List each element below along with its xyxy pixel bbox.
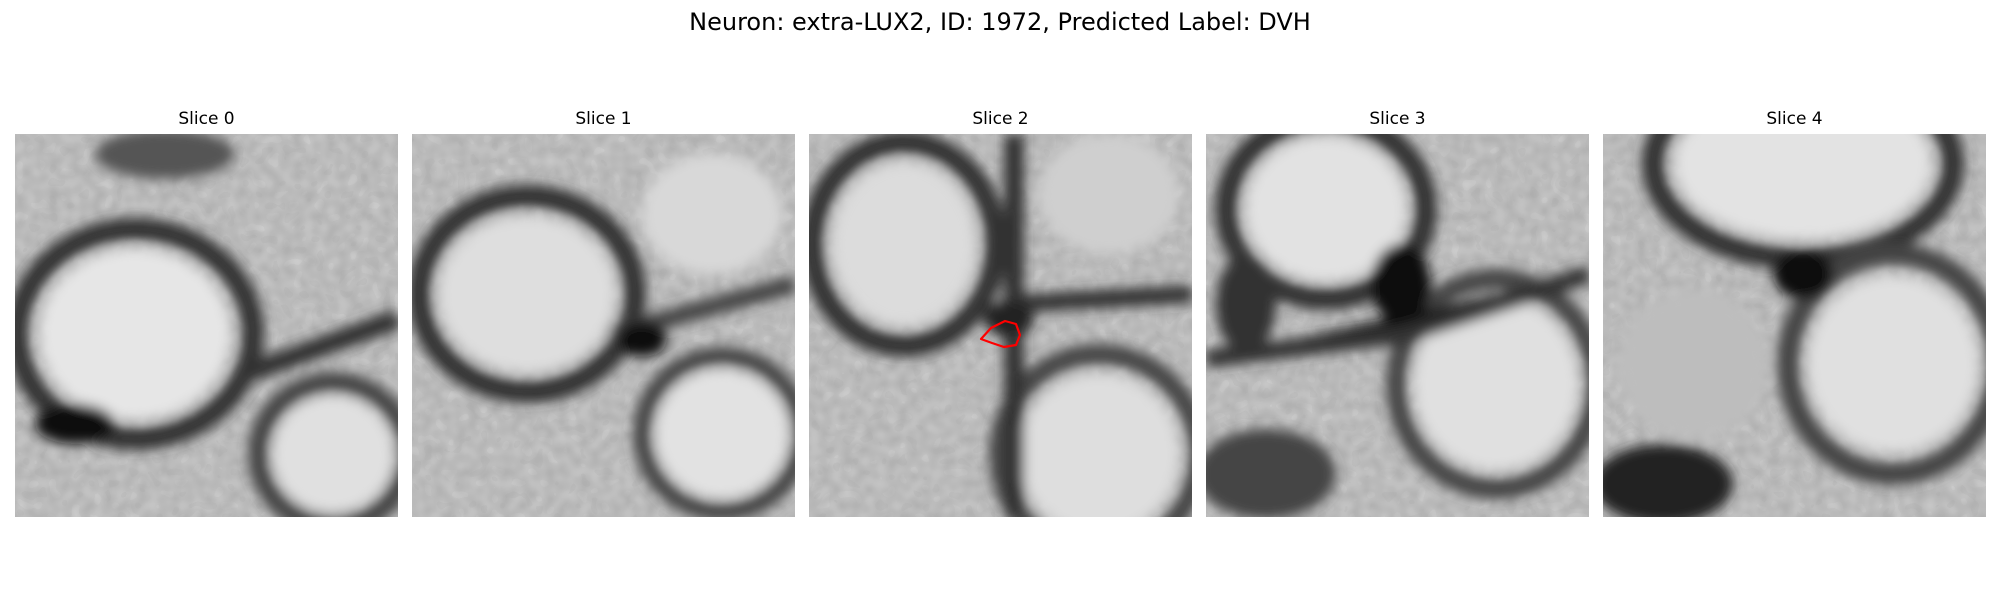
slice-4-title: Slice 4 bbox=[1766, 109, 1823, 129]
slice-2-title: Slice 2 bbox=[972, 109, 1029, 129]
slice-1-image bbox=[412, 134, 795, 517]
slice-0-image bbox=[15, 134, 398, 517]
slice-3-image bbox=[1206, 134, 1589, 517]
slice-2-image bbox=[809, 134, 1192, 517]
slice-0-title: Slice 0 bbox=[178, 109, 235, 129]
slice-1-title: Slice 1 bbox=[575, 109, 632, 129]
slice-3-title: Slice 3 bbox=[1369, 109, 1426, 129]
slice-4-image bbox=[1603, 134, 1986, 517]
figure-title: Neuron: extra-LUX2, ID: 1972, Predicted … bbox=[689, 8, 1311, 36]
segmentation-contour bbox=[979, 319, 1022, 349]
